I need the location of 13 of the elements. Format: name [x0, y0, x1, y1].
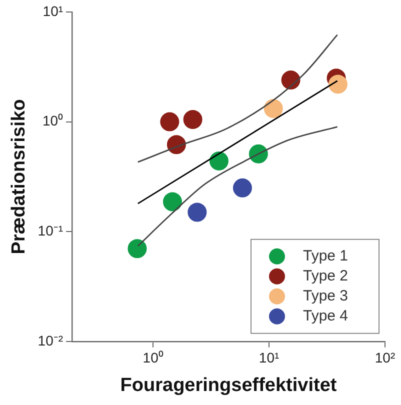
y-tick-label: 10¹	[42, 2, 64, 19]
y-tick-label: 10⁰	[42, 112, 64, 129]
y-axis-title: Prædationsrisiko	[8, 99, 30, 254]
x-tick-label: 10¹	[258, 350, 280, 366]
y-tick-label: 10⁻¹	[38, 222, 64, 238]
legend-label: Type 1	[303, 248, 348, 265]
legend-label: Type 3	[303, 288, 348, 305]
legend-label: Type 2	[303, 268, 348, 285]
legend-label: Type 4	[303, 308, 348, 325]
x-tick-label: 10²	[374, 350, 396, 366]
y-tick-label: 10⁻²	[38, 332, 64, 348]
x-tick-label: 10⁰	[142, 350, 164, 366]
x-axis-title: Fourageringseffektivitet	[120, 374, 338, 396]
